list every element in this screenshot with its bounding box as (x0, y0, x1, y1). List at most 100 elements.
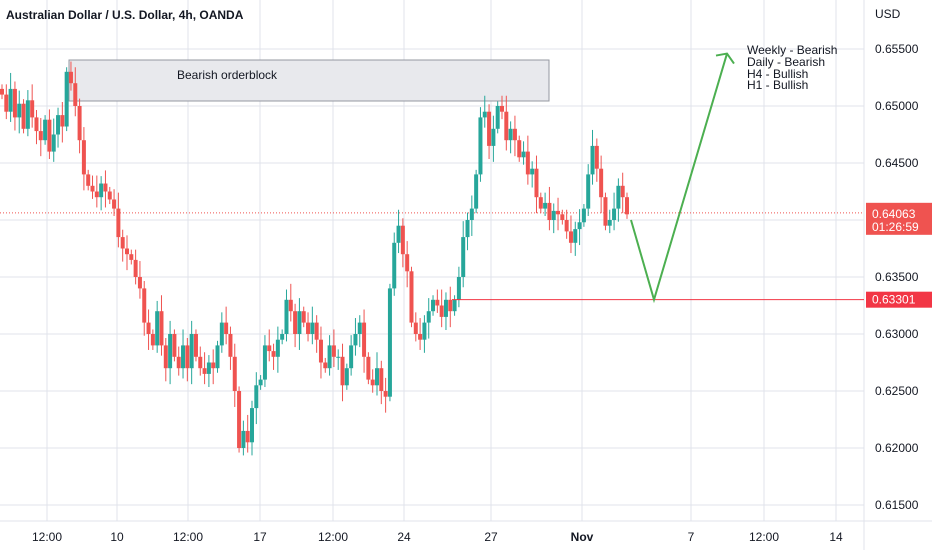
candle-body (232, 356, 237, 391)
candle-body (383, 391, 388, 397)
time-tick-label: 12:00 (318, 530, 348, 544)
time-tick-label: 12:00 (32, 530, 62, 544)
candle-body (577, 222, 582, 230)
candle-body (396, 225, 401, 243)
time-axis[interactable]: 12:00 10 12:00 17 12:00 24 27 Nov 7 12:00 14 (32, 530, 843, 544)
time-tick-label: 7 (688, 530, 695, 544)
price-tick-label: 0.64500 (875, 156, 919, 170)
candle-body (90, 185, 95, 192)
candle-body (469, 208, 474, 220)
candle-body (573, 229, 578, 243)
candle-body (538, 197, 543, 209)
candle-body (193, 334, 198, 357)
orderblock-zone[interactable]: Bearish orderblock (68, 59, 550, 102)
candle-body (219, 322, 224, 346)
candle-body (331, 345, 336, 357)
candle-body (426, 311, 431, 323)
candle-body (172, 334, 177, 357)
candle-body (17, 103, 22, 118)
bias-line-h4: H4 - Bullish (747, 67, 808, 81)
candle-body (0, 88, 4, 95)
support-badge-value: 0.63301 (872, 293, 916, 307)
candle-body (77, 106, 82, 141)
candle-body (142, 288, 147, 323)
last-price-badge: 0.64063 01:26:59 (866, 202, 932, 235)
candle-body (202, 368, 207, 374)
candle-body (586, 174, 591, 209)
candle-body (521, 151, 526, 158)
candle-body (594, 145, 599, 169)
candle-body (504, 111, 509, 141)
time-tick-label: Nov (571, 530, 594, 544)
candle-body (547, 202, 552, 220)
candle-body (310, 322, 315, 334)
price-tick-label: 0.63500 (875, 270, 919, 284)
candle-body (271, 351, 276, 357)
support-badge-bg (866, 291, 932, 308)
candle-body (60, 115, 65, 127)
candle-body (556, 210, 561, 215)
candle-body (625, 197, 629, 215)
candle-body (487, 111, 492, 146)
candle-body (64, 71, 69, 127)
bias-line-weekly: Weekly - Bearish (747, 43, 837, 57)
candle-body (543, 202, 548, 209)
candle-body (34, 117, 39, 132)
candle-body (25, 100, 30, 129)
candle-body (443, 299, 448, 317)
candle-body (413, 322, 418, 334)
time-tick-label: 24 (397, 530, 411, 544)
candle-body (168, 334, 173, 369)
candle-body (590, 145, 595, 175)
candle-body (8, 88, 13, 112)
candle-body (422, 322, 427, 340)
time-tick-label: 12:00 (173, 530, 203, 544)
candle-body (47, 119, 52, 152)
candle-body (185, 345, 190, 369)
candle-body (30, 100, 35, 118)
candle-body (81, 140, 86, 175)
candle-body (215, 345, 220, 369)
candle-body (116, 208, 121, 238)
projection-line[interactable] (630, 53, 728, 304)
candle-body (306, 322, 311, 334)
projection-path[interactable] (630, 52, 735, 304)
candle-body (51, 134, 56, 152)
candle-body (262, 345, 267, 380)
candle-body (103, 183, 108, 192)
candle-body (344, 368, 349, 386)
candle-body (512, 128, 517, 141)
candle-body (452, 299, 457, 312)
time-tick-label: 14 (829, 530, 843, 544)
candle-body (478, 117, 483, 175)
candle-body (418, 334, 423, 340)
candle-body (491, 128, 496, 146)
candle-body (353, 334, 358, 346)
candle-body (56, 115, 61, 135)
candle-body (224, 322, 229, 334)
bias-line-daily: Daily - Bearish (747, 55, 825, 69)
support-price-badge: 0.63301 (866, 291, 932, 308)
candle-body (4, 94, 9, 112)
candle-body (38, 131, 43, 141)
candle-body (362, 322, 367, 357)
orderblock-rect[interactable] (68, 59, 550, 102)
candle-body (525, 151, 530, 175)
price-tick-label: 0.62000 (875, 441, 919, 455)
price-axis[interactable]: 0.655000.650000.645000.640000.635000.630… (875, 42, 919, 512)
candle-body (551, 210, 556, 220)
candle-body (517, 140, 522, 158)
candle-body (323, 362, 328, 369)
candle-body (250, 408, 254, 443)
candle-body (400, 225, 405, 255)
grid-lines (0, 0, 864, 521)
time-tick-label: 12:00 (749, 530, 779, 544)
candle-body (530, 168, 535, 175)
candle-body (474, 174, 479, 209)
candle-body (206, 362, 211, 374)
candle-body (612, 208, 617, 220)
bias-notes: Weekly - Bearish Daily - Bearish H4 - Bu… (747, 43, 837, 92)
currency-label: USD (875, 7, 901, 21)
candle-body (314, 322, 319, 340)
